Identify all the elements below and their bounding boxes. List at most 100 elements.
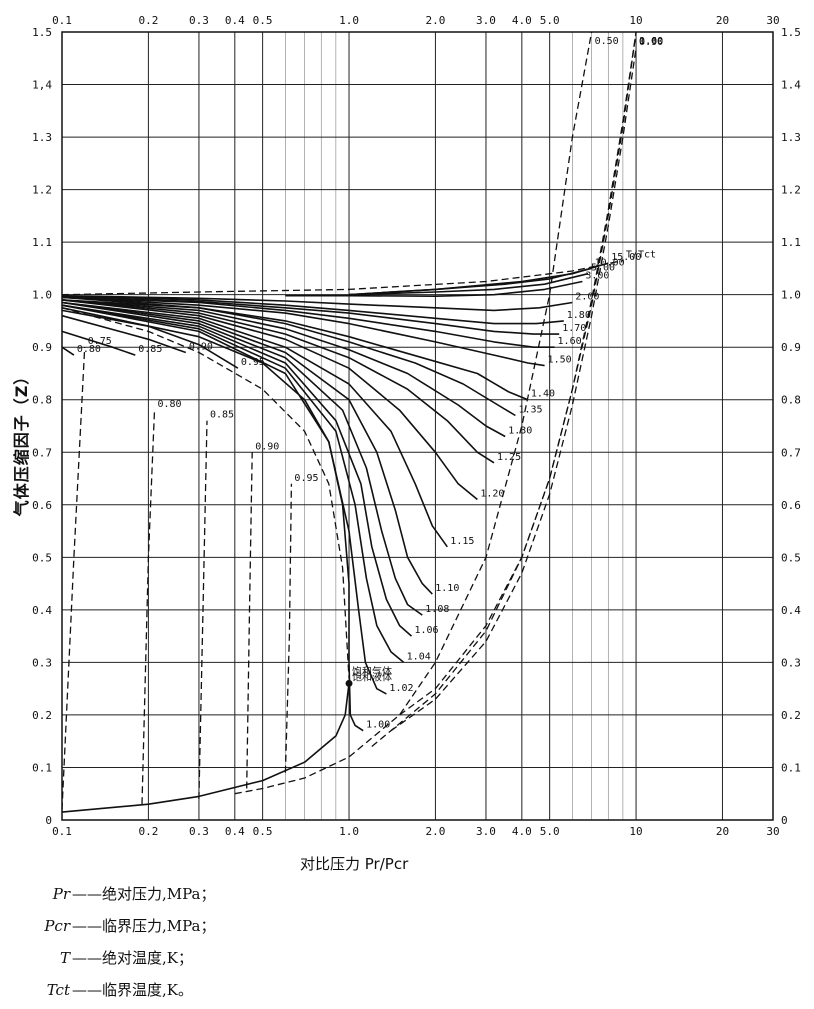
x-tick-label-top: 0.3 bbox=[189, 14, 209, 27]
series-label: 1.10 bbox=[435, 583, 459, 594]
series-line bbox=[61, 301, 423, 616]
y-tick-label-left: 0.4 bbox=[32, 604, 52, 617]
series-label: 0.90 bbox=[189, 341, 213, 352]
series-line bbox=[284, 483, 293, 773]
series-label: 1.50 bbox=[548, 355, 572, 366]
note-3: Tct ——临界温度,K。 bbox=[40, 974, 216, 1006]
y-tick-label-left: 0.7 bbox=[32, 446, 52, 459]
note-1: Pcr ——临界压力,MPa； bbox=[40, 910, 216, 942]
series-label: 1.00 bbox=[366, 720, 390, 731]
y-tick-label-right: 1.3 bbox=[781, 131, 801, 144]
x-tick-label-top: 5.0 bbox=[540, 14, 560, 27]
y-tick-label-left: 0.9 bbox=[32, 341, 52, 354]
y-tick-label-left: 0.2 bbox=[32, 709, 52, 722]
series-line bbox=[61, 296, 529, 401]
legend-notes: Pr ——绝对压力,MPa； Pcr ——临界压力,MPa； T ——绝对温度,K； … bbox=[40, 878, 216, 1006]
y-tick-label-right: 0.2 bbox=[781, 709, 801, 722]
series-label: 1.02 bbox=[389, 683, 413, 694]
series-line bbox=[141, 410, 156, 805]
y-tick-label-right: 0.9 bbox=[781, 341, 801, 354]
y-tick-label-left: 0.3 bbox=[32, 656, 52, 669]
series-line bbox=[246, 452, 253, 789]
series-line bbox=[198, 420, 208, 800]
series-line bbox=[61, 347, 86, 810]
x-tick-label-top: 2.0 bbox=[425, 14, 445, 27]
series-line bbox=[61, 301, 433, 595]
series-line bbox=[234, 31, 593, 795]
note-symbol: Pcr bbox=[44, 917, 70, 935]
series-label: 饱和液体 bbox=[352, 670, 392, 683]
series-label: 1.35 bbox=[518, 404, 542, 415]
y-tick-label-left: 1.2 bbox=[32, 184, 52, 197]
series-curves bbox=[61, 31, 637, 813]
series-line bbox=[61, 299, 495, 464]
note-text: 绝对压力,MPa； bbox=[102, 885, 216, 903]
x-tick-label-top: 20 bbox=[716, 14, 729, 27]
plot-frame bbox=[61, 31, 774, 821]
x-tick-label-top: 4.0 bbox=[512, 14, 532, 27]
series-label: 0.85 bbox=[210, 410, 234, 421]
series-label: 1.40 bbox=[531, 389, 555, 400]
x-tick-label-top: 10 bbox=[629, 14, 642, 27]
y-tick-label-left: 1.1 bbox=[32, 236, 52, 249]
series-label: 0.50 bbox=[595, 36, 619, 47]
critical-point-marker bbox=[345, 679, 353, 687]
series-label: 1.06 bbox=[414, 625, 438, 636]
note-symbol: Tct bbox=[46, 981, 70, 999]
x-tick-label-bottom: 2.0 bbox=[425, 825, 445, 838]
y-tick-label-left: 0.6 bbox=[32, 499, 52, 512]
y-tick-label-right: 0.3 bbox=[781, 656, 801, 669]
x-tick-label-bottom: 1.0 bbox=[339, 825, 359, 838]
series-label: 0.75 bbox=[88, 336, 112, 347]
series-label: 2.00 bbox=[575, 292, 599, 303]
y-axis-title: 气体压缩因子（Z） bbox=[12, 367, 31, 517]
series-label: 1.00 bbox=[639, 36, 663, 47]
series-label: 1.08 bbox=[425, 604, 449, 615]
series-line bbox=[61, 259, 624, 296]
series-line bbox=[61, 304, 405, 664]
series-line bbox=[61, 314, 187, 354]
x-tick-label-bottom: 0.1 bbox=[52, 825, 72, 838]
x-tick-label-bottom: 0.3 bbox=[189, 825, 209, 838]
x-tick-label-top: 0.5 bbox=[253, 14, 273, 27]
y-tick-label-left: 1.3 bbox=[32, 131, 52, 144]
y-tick-label-right: 0.7 bbox=[781, 446, 801, 459]
x-tick-label-bottom: 4.0 bbox=[512, 825, 532, 838]
x-tick-label-top: 0.2 bbox=[138, 14, 158, 27]
x-tick-label-bottom: 0.2 bbox=[138, 825, 158, 838]
series-line bbox=[61, 307, 350, 679]
series-label: 1.30 bbox=[508, 426, 532, 437]
series-line bbox=[61, 299, 478, 501]
x-tick-label-bottom: 3.0 bbox=[476, 825, 496, 838]
series-label: 0.85 bbox=[138, 344, 162, 355]
x-tick-label-top: 0.1 bbox=[52, 14, 72, 27]
series-label: 1.70 bbox=[562, 323, 586, 334]
series-line bbox=[61, 296, 555, 348]
series-line bbox=[61, 296, 545, 367]
series-label: 0.90 bbox=[255, 441, 279, 452]
y-tick-label-right: 0.6 bbox=[781, 499, 801, 512]
y-tick-label-right: 1.2 bbox=[781, 184, 801, 197]
y-tick-label-right: 0.8 bbox=[781, 394, 801, 407]
note-text: 临界压力,MPa； bbox=[102, 917, 216, 935]
series-label: 5.00 bbox=[591, 263, 615, 274]
x-axis-title: 对比压力 Pr/Pcr bbox=[300, 855, 409, 873]
x-tick-label-bottom: 30 bbox=[766, 825, 779, 838]
y-tick-label-left: 0.8 bbox=[32, 394, 52, 407]
note-text: 绝对温度,K； bbox=[102, 949, 193, 967]
series-line bbox=[61, 309, 239, 369]
y-tick-label-right: 0.1 bbox=[781, 761, 801, 774]
series-line bbox=[61, 296, 560, 335]
x-tick-label-bottom: 20 bbox=[716, 825, 729, 838]
series-label: T/Tct bbox=[626, 250, 656, 261]
series-line bbox=[61, 295, 564, 325]
x-tick-label-bottom: 0.4 bbox=[225, 825, 245, 838]
y-tick-label-right: 1.0 bbox=[781, 289, 801, 302]
compressibility-chart: 0.80 0.85 0.900.951.001.021.041.061.081.10… bbox=[32, 14, 801, 838]
series-label: 0.90 bbox=[639, 37, 663, 48]
series-label: 1.15 bbox=[450, 536, 474, 547]
series-label: 1.25 bbox=[497, 452, 521, 463]
series-line bbox=[348, 272, 589, 296]
series-label: 0.80 bbox=[77, 344, 101, 355]
series-line bbox=[61, 301, 448, 548]
